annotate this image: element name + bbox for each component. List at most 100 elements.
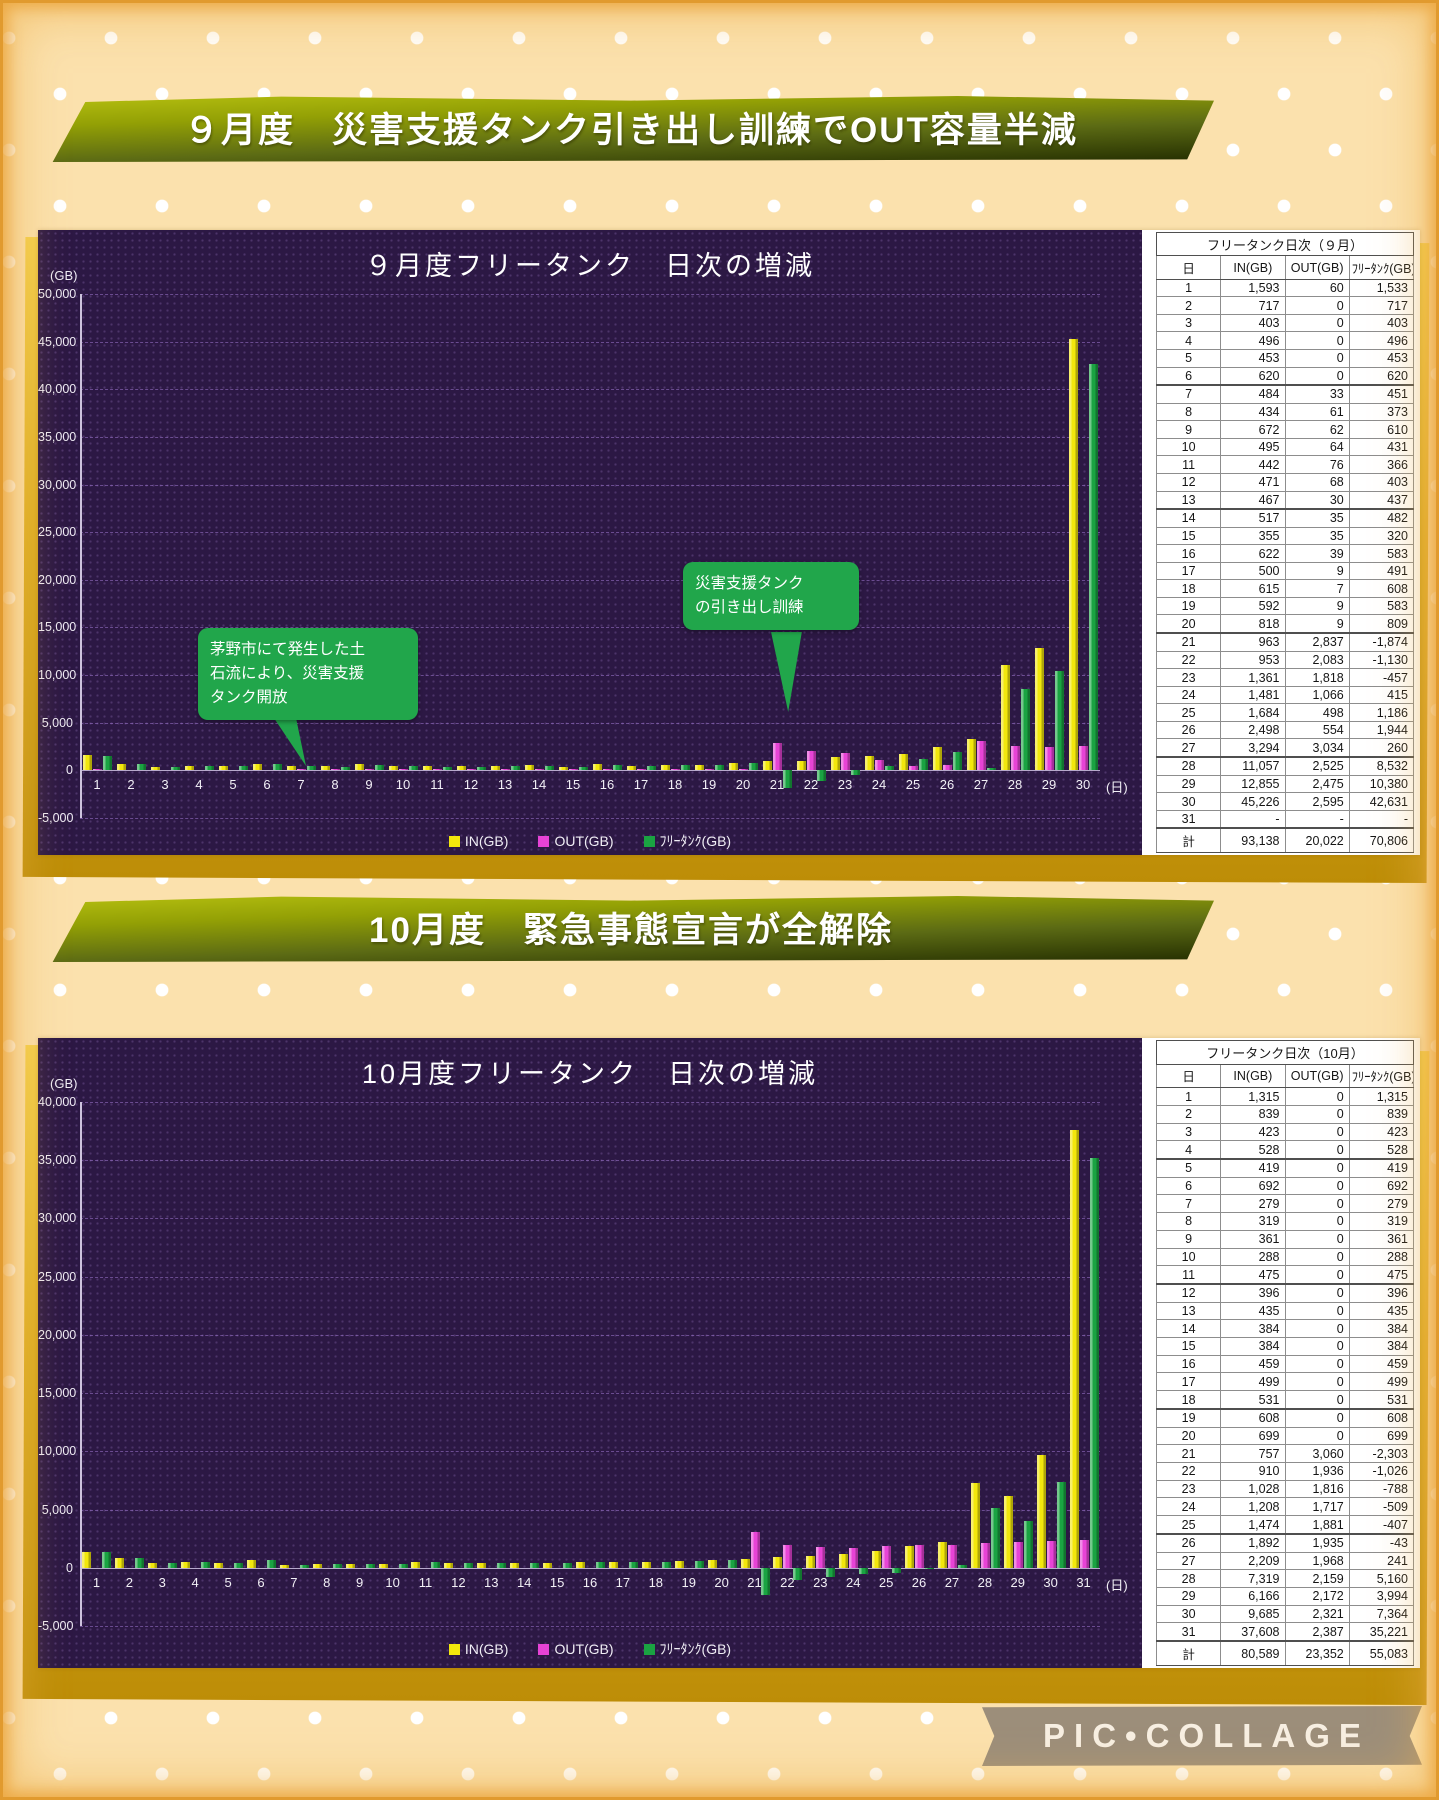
total-cell-out: 20,022: [1284, 827, 1350, 854]
bar-in-day-6: [253, 764, 262, 771]
value-cell-out: 0: [1284, 1176, 1350, 1196]
day-cell: 11: [1155, 455, 1222, 474]
x-tick-label: 29: [1010, 1574, 1025, 1590]
y-tick-label: 25,000: [38, 525, 77, 540]
value-cell-in: 2,209: [1220, 1551, 1286, 1571]
day-cell: 21: [1155, 632, 1222, 652]
value-cell-out: 0: [1284, 1229, 1350, 1249]
x-tick-label: 28: [1007, 777, 1023, 793]
value-cell-free: -43: [1348, 1533, 1415, 1553]
day-cell: 17: [1155, 1372, 1222, 1392]
value-cell-out: 33: [1284, 384, 1350, 404]
value-cell-out: 0: [1284, 1372, 1350, 1392]
value-cell-free: 260: [1348, 738, 1415, 759]
bar-free-day-25: [919, 759, 928, 771]
bar-in-day-3: [148, 1562, 158, 1568]
value-cell-in: 6,166: [1220, 1587, 1286, 1606]
bar-free-day-27: [957, 1564, 967, 1568]
table-row: 6 620 0 620: [1155, 366, 1415, 387]
panel-october: 10月度フリータンク 日次の増減 (GB) 40,000 35,000 30,000 25…: [38, 1038, 1420, 1668]
y-axis-unit-label: (GB): [50, 1076, 78, 1091]
value-cell-in: 1,892: [1220, 1533, 1286, 1553]
value-cell-free: -407: [1348, 1515, 1415, 1535]
bar-out-day-13: [501, 769, 510, 771]
day-cell: 18: [1155, 579, 1222, 598]
value-cell-in: 442: [1220, 455, 1286, 474]
total-cell-free: 70,806: [1348, 827, 1415, 854]
value-cell-in: 692: [1220, 1176, 1286, 1196]
x-tick-label: 28: [977, 1574, 993, 1590]
bar-out-day-27: [977, 741, 986, 771]
value-cell-free: 320: [1348, 526, 1415, 546]
x-tick-label: 5: [229, 777, 237, 793]
bar-out-day-25: [882, 1545, 892, 1568]
y-tick-label: -5,000: [38, 811, 74, 825]
value-cell-in: 1,481: [1220, 685, 1286, 705]
bar-out-day-28: [980, 1542, 990, 1568]
value-cell-free: 415: [1348, 685, 1415, 705]
y-tick-label: 35,000: [38, 429, 77, 444]
x-tick-label: 30: [1043, 1574, 1058, 1590]
value-cell-out: 30: [1284, 490, 1350, 511]
bar-free-day-28: [990, 1507, 1000, 1568]
zero-grid-line: [80, 770, 1100, 772]
bar-in-day-24: [839, 1553, 849, 1568]
value-cell-free: 809: [1348, 614, 1415, 635]
value-cell-out: 64: [1284, 437, 1350, 457]
table-row: 27 2,209 1,968 241: [1155, 1551, 1415, 1571]
value-cell-free: -2,303: [1348, 1444, 1415, 1464]
bar-free-day-29: [1055, 671, 1064, 771]
grid-line: [80, 1626, 1100, 1627]
value-cell-in: 622: [1220, 544, 1286, 563]
value-cell-free: 403: [1348, 313, 1415, 333]
table-row: 20 818 9 809: [1155, 614, 1415, 635]
bar-free-day-11: [431, 1562, 441, 1568]
table-wrap-september: フリータンク日次（９月）日 IN(GB) OUT(GB) ﾌﾘｰﾀﾝｸ(GB) 1 1,5…: [1142, 230, 1420, 855]
value-cell-free: 475: [1348, 1265, 1415, 1285]
value-cell-out: 3,034: [1284, 738, 1350, 759]
x-tick-label: 19: [681, 1574, 696, 1590]
panel-september: ９月度フリータンク 日次の増減 (GB) 50,000 45,000 40,000 35,…: [38, 230, 1420, 855]
value-cell-out: 39: [1284, 544, 1350, 563]
value-cell-in: 319: [1220, 1212, 1286, 1231]
bar-in-day-18: [661, 764, 670, 771]
value-cell-free: 459: [1348, 1354, 1415, 1374]
day-cell: 17: [1155, 561, 1222, 581]
table-row: 17 500 9 491: [1155, 561, 1415, 581]
day-cell: 24: [1155, 1497, 1222, 1517]
legend-label-out: OUT(GB): [554, 833, 614, 849]
value-cell-out: 1,066: [1284, 685, 1350, 705]
banner-september: ９月度 災害支援タンク引き出し訓練でOUT容量半減: [52, 96, 1214, 162]
bar-out-day-23: [816, 1546, 826, 1568]
column-header: 日: [1155, 1063, 1222, 1089]
bar-in-day-23: [806, 1555, 816, 1568]
legend-item-out: OUT(GB): [538, 831, 614, 851]
grid-line: [80, 1160, 1100, 1162]
bar-in-day-21: [763, 761, 772, 771]
legend-label-in: IN(GB): [464, 1641, 509, 1657]
legend-item-in: IN(GB): [448, 1639, 509, 1659]
value-cell-in: 608: [1220, 1408, 1286, 1428]
bar-in-day-17: [608, 1561, 618, 1568]
legend-swatch-free: [643, 1643, 655, 1655]
bar-out-day-11: [433, 769, 442, 771]
bar-out-day-20: [739, 769, 748, 771]
x-tick-label: 23: [837, 777, 853, 793]
table-row: 23 1,361 1,818 -457: [1155, 668, 1415, 687]
x-tick-label: 15: [549, 1574, 565, 1590]
bar-in-day-12: [444, 1563, 454, 1568]
bar-free-day-26: [925, 1567, 935, 1569]
day-cell: 28: [1155, 1569, 1222, 1589]
table-row: 15 384 0 384: [1155, 1337, 1415, 1356]
value-cell-out: 2,387: [1284, 1622, 1350, 1642]
bar-free-day-22: [793, 1567, 803, 1580]
bar-in-day-28: [1001, 665, 1010, 771]
table-row: 13 435 0 435: [1155, 1301, 1415, 1321]
grid-line: [80, 389, 1100, 391]
bar-in-day-27: [967, 738, 976, 771]
x-tick-label: 21: [769, 777, 785, 793]
grid-line: [80, 436, 1100, 438]
legend-swatch-out: [538, 1643, 550, 1655]
value-cell-in: 1,684: [1220, 703, 1286, 722]
table-row: 12 471 68 403: [1155, 472, 1415, 492]
